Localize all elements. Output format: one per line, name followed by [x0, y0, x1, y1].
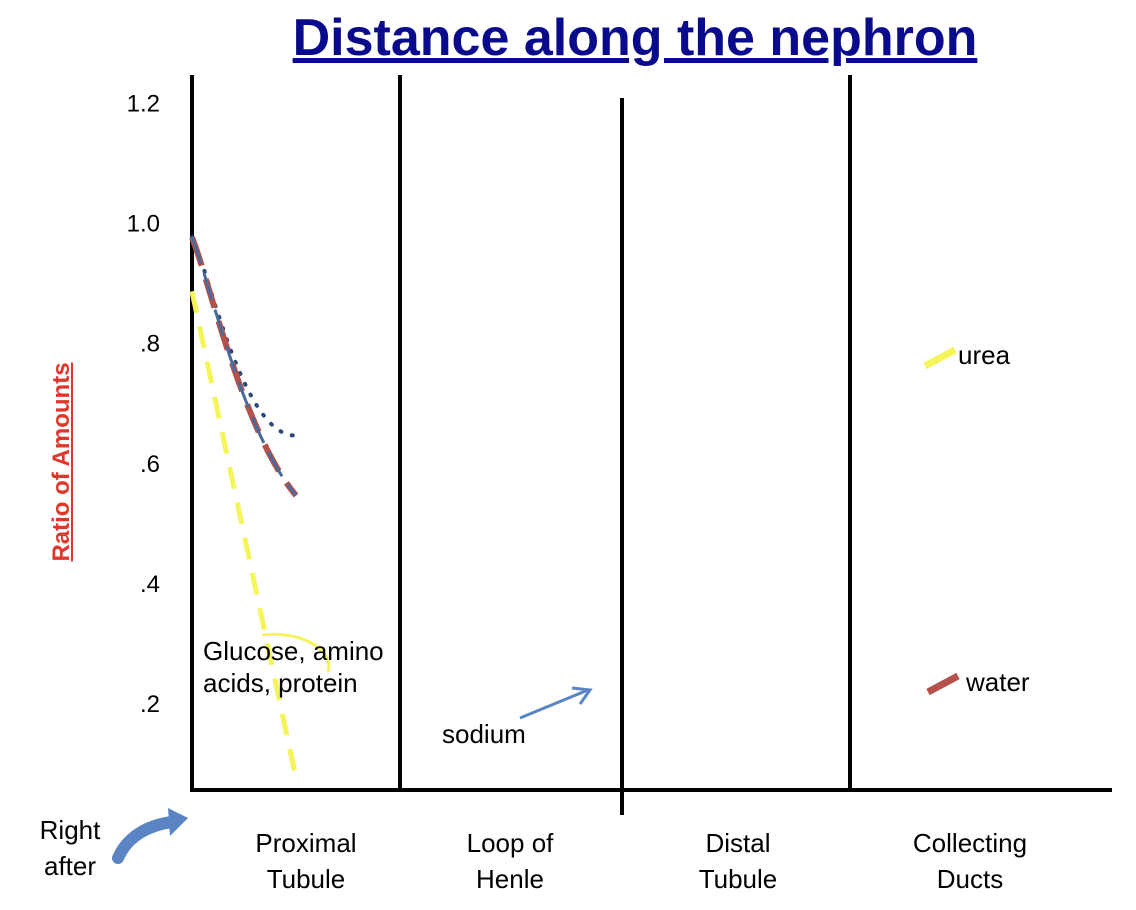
x-tick-label: Right after — [39, 815, 101, 881]
arrow-head — [571, 686, 593, 705]
x-tick-label: Distal Tubule — [698, 828, 778, 894]
series-label: sodium — [442, 719, 526, 749]
series-line — [190, 235, 298, 438]
chart-title: Distance along the nephron — [292, 9, 978, 67]
series-label: urea — [958, 340, 1011, 370]
arrow — [112, 816, 178, 864]
y-tick-label: .2 — [140, 691, 160, 718]
axes — [190, 75, 1112, 815]
arrow — [261, 632, 331, 673]
x-tick-label: Collecting Ducts — [912, 828, 1028, 894]
x-tick-label: Loop of Henle — [466, 828, 554, 894]
series-label: water — [966, 667, 1030, 697]
x-tick-label: Proximal Tubule — [255, 828, 357, 894]
y-tick-label: .8 — [140, 331, 160, 358]
y-tick-label: .4 — [140, 571, 160, 598]
series-label: Glucose, amino acids, protein — [203, 636, 384, 698]
arrow — [519, 688, 589, 720]
y-axis-label: Ratio of Amounts — [48, 362, 75, 562]
y-tick-label: 1.2 — [127, 90, 160, 117]
y-tick-label: 1.0 — [127, 211, 160, 238]
arrow — [926, 672, 960, 696]
series-line — [189, 290, 299, 779]
y-tick-label: .6 — [140, 451, 160, 478]
series-line — [190, 236, 298, 497]
arrow — [923, 346, 957, 370]
arrow-head — [168, 808, 188, 836]
